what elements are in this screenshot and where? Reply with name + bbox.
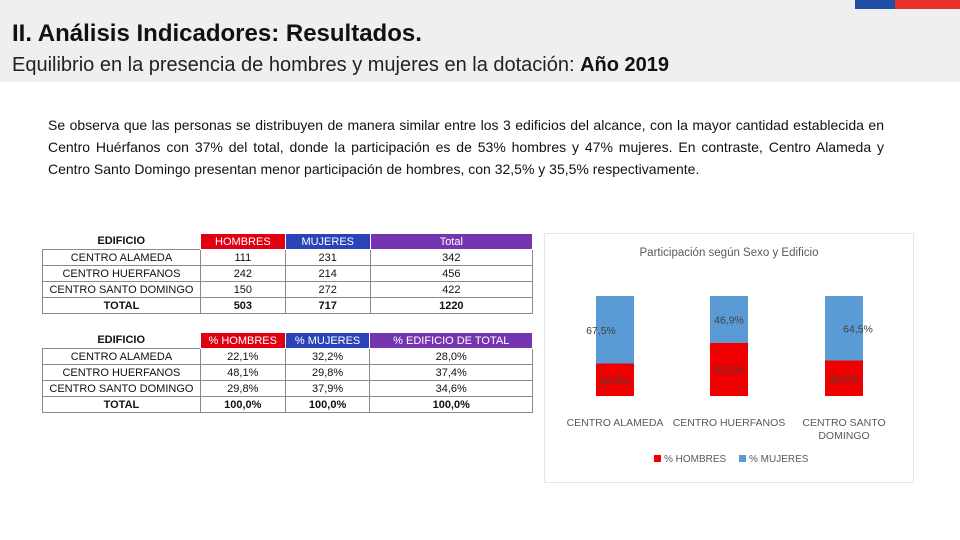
legend-swatch-hombres [654,455,661,462]
cell: 100,0% [369,396,533,413]
subtitle-year: Año 2019 [580,54,670,76]
cell: CENTRO ALAMEDA [42,348,201,365]
cell: 272 [284,281,371,298]
table-row: CENTRO SANTO DOMINGO 29,8% 37,9% 34,6% [42,380,533,397]
cell: 34,6% [369,380,533,397]
cell: 111 [199,249,286,266]
table-total-row: TOTAL 100,0% 100,0% 100,0% [42,396,533,413]
data-label-mujeres: 64,5% [843,323,873,335]
table-row: CENTRO ALAMEDA 111 231 342 [42,249,534,266]
cell: 456 [369,265,534,282]
table-row: CENTRO HUERFANOS 48,1% 29,8% 37,4% [42,364,533,381]
col-header-mujeres: MUJERES [284,233,371,250]
cell: 242 [199,265,286,282]
col-header-total: Total [369,233,534,250]
col-header-pct-hombres: % HOMBRES [199,332,286,349]
col-header-edificio: EDIFICIO [42,332,201,349]
cell: 150 [199,281,286,298]
cell: 422 [369,281,534,298]
data-label-mujeres: 67,5% [586,325,616,337]
data-label-hombres: 32,5% [600,375,630,387]
cell: CENTRO HUERFANOS [42,364,201,381]
flag-stripe-blue [855,0,895,9]
cell: TOTAL [42,396,201,413]
counts-table: EDIFICIO HOMBRES MUJERES Total CENTRO AL… [42,233,534,314]
category-label: DOMINGO [818,430,869,442]
cell: 22,1% [199,348,286,365]
data-label-mujeres: 46,9% [714,314,744,326]
page-subtitle: Equilibrio en la presencia de hombres y … [12,54,669,77]
table-header-row: EDIFICIO % HOMBRES % MUJERES % EDIFICIO … [42,332,533,349]
stacked-bar-chart: Participación según Sexo y Edificio 67,5%… [567,247,886,465]
bar-mujeres [825,296,863,361]
cell: 29,8% [284,364,371,381]
bar-mujeres [596,296,634,364]
bar-hombres [710,342,748,396]
cell: 342 [369,249,534,266]
data-label-hombres: 53,1% [714,364,744,376]
cell: TOTAL [42,297,201,314]
bar-mujeres [710,296,748,343]
legend-label-mujeres: % MUJERES [749,454,809,465]
table-row: CENTRO SANTO DOMINGO 150 272 422 [42,281,534,298]
header-band: II. Análisis Indicadores: Resultados. Eq… [0,0,960,82]
cell: 717 [284,297,371,314]
col-header-pct-edificio: % EDIFICIO DE TOTAL [369,332,533,349]
cell: CENTRO SANTO DOMINGO [42,281,201,298]
subtitle-text: Equilibrio en la presencia de hombres y … [12,54,575,76]
table-row: CENTRO ALAMEDA 22,1% 32,2% 28,0% [42,348,533,365]
col-header-pct-mujeres: % MUJERES [284,332,371,349]
flag-stripe-red [895,0,960,9]
cell: 28,0% [369,348,533,365]
cell: 214 [284,265,371,282]
legend-swatch-mujeres [739,455,746,462]
table-row: CENTRO HUERFANOS 242 214 456 [42,265,534,282]
cell: CENTRO SANTO DOMINGO [42,380,201,397]
data-label-hombres: 35,5% [829,373,859,385]
legend-label-hombres: % HOMBRES [664,454,727,465]
table-total-row: TOTAL 503 717 1220 [42,297,534,314]
category-label: CENTRO ALAMEDA [567,417,664,429]
bar-hombres [596,363,634,396]
cell: CENTRO ALAMEDA [42,249,201,266]
cell: 100,0% [199,396,286,413]
col-header-hombres: HOMBRES [199,233,286,250]
bar-hombres [825,360,863,396]
cell: 32,2% [284,348,371,365]
analysis-paragraph: Se observa que las personas se distribuy… [48,117,884,177]
col-header-edificio: EDIFICIO [42,233,201,250]
chart-container: Participación según Sexo y Edificio 67,5%… [544,233,914,483]
category-label: CENTRO HUERFANOS [673,417,786,429]
cell: CENTRO HUERFANOS [42,265,201,282]
cell: 29,8% [199,380,286,397]
cell: 37,4% [369,364,533,381]
cell: 100,0% [284,396,371,413]
percentages-table: EDIFICIO % HOMBRES % MUJERES % EDIFICIO … [42,332,533,413]
cell: 231 [284,249,371,266]
cell: 48,1% [199,364,286,381]
table-header-row: EDIFICIO HOMBRES MUJERES Total [42,233,534,250]
cell: 503 [199,297,286,314]
cell: 1220 [369,297,534,314]
cell: 37,9% [284,380,371,397]
category-label: CENTRO SANTO [802,417,885,429]
chart-title: Participación según Sexo y Edificio [640,247,819,259]
page-title: II. Análisis Indicadores: Resultados. [12,20,422,47]
